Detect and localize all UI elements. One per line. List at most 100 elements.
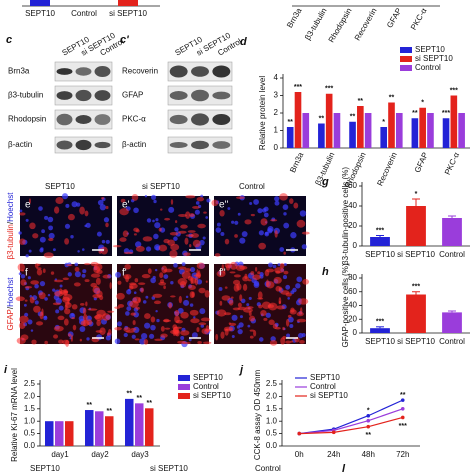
bar bbox=[427, 113, 434, 148]
nucleus bbox=[48, 225, 54, 231]
bar bbox=[380, 127, 388, 148]
nucleus bbox=[263, 206, 269, 212]
stained-cell bbox=[93, 315, 101, 320]
nucleus bbox=[152, 275, 156, 280]
stained-cell bbox=[234, 234, 238, 238]
stained-cell bbox=[63, 318, 69, 326]
stained-cell bbox=[64, 308, 71, 315]
stained-cell bbox=[54, 206, 60, 214]
stained-cell bbox=[132, 320, 136, 326]
nucleus bbox=[74, 262, 79, 267]
stained-cell bbox=[180, 311, 189, 319]
stained-cell bbox=[133, 227, 139, 232]
image-panel-label: f bbox=[25, 268, 28, 279]
stained-cell bbox=[235, 264, 245, 271]
nucleus bbox=[131, 334, 136, 339]
stained-cell bbox=[122, 230, 129, 238]
stained-cell bbox=[257, 271, 261, 275]
nucleus bbox=[84, 224, 87, 228]
nucleus bbox=[150, 194, 157, 200]
stained-cell bbox=[24, 299, 28, 302]
stained-cell bbox=[66, 264, 73, 267]
stained-cell bbox=[147, 268, 152, 275]
stained-cell bbox=[198, 322, 207, 326]
point bbox=[331, 430, 336, 435]
nucleus bbox=[239, 315, 243, 319]
bar bbox=[442, 118, 450, 148]
bar bbox=[395, 113, 403, 148]
stained-cell bbox=[131, 193, 139, 201]
nucleus bbox=[156, 318, 160, 323]
nucleus bbox=[287, 297, 290, 300]
x-tick-label: day1 bbox=[51, 450, 69, 459]
bar bbox=[333, 113, 341, 148]
stained-cell bbox=[107, 329, 112, 336]
nucleus bbox=[173, 236, 178, 241]
bar bbox=[302, 113, 310, 148]
stained-cell bbox=[82, 314, 88, 322]
nucleus bbox=[183, 299, 190, 306]
nucleus bbox=[173, 263, 178, 268]
stained-cell bbox=[134, 338, 140, 341]
significance: ** bbox=[106, 408, 112, 415]
nucleus bbox=[170, 281, 174, 285]
stained-cell bbox=[272, 323, 278, 329]
nucleus bbox=[163, 274, 169, 279]
x-tick-label: day3 bbox=[131, 450, 149, 459]
legend-swatch bbox=[178, 375, 190, 381]
nucleus bbox=[28, 249, 32, 253]
nucleus bbox=[231, 220, 235, 224]
stained-cell bbox=[178, 230, 187, 234]
stained-cell bbox=[24, 286, 33, 289]
stained-cell bbox=[204, 290, 210, 298]
significance: *** bbox=[412, 284, 420, 291]
y-tick-label: 40 bbox=[348, 201, 357, 210]
row-label: β3-tubulin/Hoechst bbox=[6, 192, 15, 260]
nucleus bbox=[180, 336, 185, 340]
nucleus bbox=[264, 231, 269, 235]
point bbox=[366, 413, 371, 418]
stained-cell bbox=[134, 278, 139, 283]
nucleus bbox=[194, 209, 200, 215]
bar bbox=[450, 95, 458, 148]
nucleus bbox=[231, 314, 238, 321]
nucleus bbox=[85, 222, 91, 228]
line bbox=[299, 408, 403, 435]
stained-cell bbox=[30, 280, 39, 285]
stained-cell bbox=[85, 301, 88, 307]
stained-cell bbox=[150, 316, 156, 323]
stained-cell bbox=[107, 310, 115, 313]
stained-cell bbox=[285, 340, 292, 344]
nucleus bbox=[239, 237, 246, 244]
nucleus bbox=[47, 216, 54, 223]
y-tick-label: 4 bbox=[274, 73, 279, 82]
point bbox=[400, 415, 405, 420]
nucleus bbox=[23, 303, 27, 307]
stained-cell bbox=[189, 244, 192, 248]
nucleus bbox=[52, 288, 56, 292]
blot-band bbox=[191, 66, 209, 77]
x-tick-label: SEPT10 bbox=[365, 337, 395, 346]
nucleus bbox=[202, 236, 206, 240]
significance: ** bbox=[358, 98, 364, 105]
stained-cell bbox=[196, 196, 205, 202]
stained-cell bbox=[90, 282, 98, 288]
nucleus bbox=[144, 322, 151, 329]
bar bbox=[370, 237, 390, 246]
stained-cell bbox=[301, 231, 310, 235]
stained-cell bbox=[296, 219, 306, 228]
stained-cell bbox=[112, 245, 122, 248]
bar bbox=[145, 408, 154, 446]
cropped-bar bbox=[118, 0, 138, 6]
panel-label: d bbox=[240, 36, 247, 48]
stained-cell bbox=[189, 213, 195, 217]
x-tick-label: Control bbox=[439, 250, 465, 259]
significance: *** bbox=[399, 423, 407, 430]
stained-cell bbox=[226, 264, 231, 271]
nucleus bbox=[155, 218, 159, 222]
bar bbox=[294, 92, 302, 148]
stained-cell bbox=[160, 326, 165, 332]
stained-cell bbox=[124, 263, 131, 270]
nucleus bbox=[218, 287, 223, 291]
blot-band bbox=[56, 68, 73, 75]
